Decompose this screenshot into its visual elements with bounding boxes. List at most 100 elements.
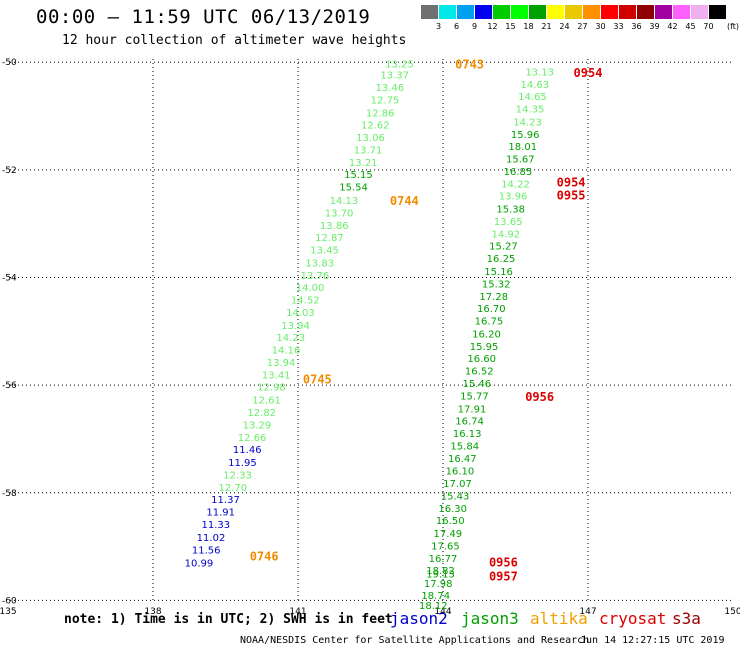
wave-height-point: 16.25 [487,254,516,265]
wave-height-point: 15.54 [339,183,368,194]
wave-height-point: 13.13 [525,67,554,78]
y-tick-label: -54 [2,273,17,283]
color-scale-label: 21 [541,22,552,31]
wave-height-point: 14.23 [276,333,305,344]
legend-altika: altika [530,609,588,628]
color-scale-label: 6 [453,22,460,31]
time-annotation: 0955 [557,189,586,203]
color-scale-label: 15 [505,22,516,31]
wave-height-point: 14.52 [291,296,320,307]
wave-height-point: 18.74 [421,591,450,602]
color-swatch [673,5,690,19]
wave-height-point: 16.30 [438,504,467,515]
wave-height-point: 14.35 [516,105,545,116]
wave-height-point: 16.70 [477,304,506,315]
color-swatch [655,5,672,19]
color-scale-label: 36 [631,22,642,31]
wave-height-point: 11.37 [211,495,240,506]
wave-height-point: 14.13 [330,196,359,207]
time-annotation: 0957 [489,570,518,584]
wave-height-point: 14.92 [492,229,521,240]
wave-height-point: 17.98 [424,579,453,590]
wave-height-point: 18.12 [419,601,448,612]
wave-height-point: 17.49 [434,529,463,540]
wave-height-point: 13.71 [354,145,383,156]
wave-height-point: 16.75 [475,317,504,328]
color-swatch [565,5,582,19]
chart-title: 00:00 – 11:59 UTC 06/13/2019 [36,6,371,28]
chart-subtitle: 12 hour collection of altimeter wave hei… [62,33,407,48]
time-annotation: 0746 [250,550,279,564]
legend-cryosat: cryosat [599,609,667,628]
wave-height-point: 14.03 [286,308,315,319]
time-annotation: 0954 [557,176,586,190]
color-swatch [493,5,510,19]
wave-height-point: 13.83 [305,258,334,269]
wave-height-point: 15.96 [511,130,540,141]
wave-height-point: 16.20 [472,329,501,340]
y-tick-label: -56 [2,381,17,391]
color-swatch [529,5,546,19]
color-scale-label: 3 [435,22,442,31]
wave-height-point: 18.82 [426,566,455,577]
note-text: note: 1) Time is in UTC; 2) SWH is in fe… [64,612,393,627]
y-tick-label: -58 [2,489,17,499]
time-annotation: 0745 [303,373,332,387]
color-swatch [583,5,600,19]
wave-height-point: 10.99 [185,559,214,570]
y-tick-label: -60 [2,596,17,606]
wave-height-point: 11.33 [202,520,231,531]
wave-height-point: 13.06 [356,133,385,144]
x-tick-label: 144 [434,607,451,617]
wave-height-point: 15.77 [460,391,489,402]
wave-height-point: 15.84 [450,441,479,452]
wave-height-point: 13.94 [267,358,296,369]
color-scale-label: 27 [577,22,588,31]
wave-height-point: 12.82 [247,408,276,419]
wave-height-point: 18.01 [508,142,537,153]
wave-height-point: 12.86 [366,108,395,119]
wave-height-point: 13.70 [325,208,354,219]
color-scale-label: 70 [703,22,714,31]
color-swatch [457,5,474,19]
color-scale-label: 24 [559,22,570,31]
wave-height-point: 13.76 [301,271,330,282]
wave-height-point: 16.77 [429,554,458,565]
color-swatch [439,5,456,19]
wave-height-point: 12.61 [252,396,281,407]
wave-height-point: 15.16 [484,267,513,278]
wave-height-point: 16.50 [436,516,465,527]
timestamp-text: Jun 14 12:27:15 UTC 2019 [580,635,725,646]
legend-s3a: s3a [672,609,701,628]
wave-height-point: 13.96 [499,192,528,203]
wave-height-point: 12.87 [315,233,344,244]
wave-height-point: 13.86 [320,221,349,232]
x-tick-label: 147 [579,607,596,617]
x-tick-label: 135 [0,607,17,617]
wave-height-point: 17.28 [479,292,508,303]
wave-height-point: 13.21 [349,158,378,169]
color-swatch [421,5,438,19]
x-tick-label: 141 [289,607,306,617]
wave-height-point: 11.56 [192,545,221,556]
wave-height-point: 14.65 [518,92,547,103]
wave-height-point: 11.91 [206,508,235,519]
wave-height-point: 13.29 [243,420,272,431]
color-swatch [601,5,618,19]
wave-height-point: 14.63 [521,80,550,91]
wave-height-point: 15.27 [489,242,518,253]
wave-height-point: 15.43 [441,491,470,502]
wave-height-point: 13.94 [281,321,310,332]
time-annotation: 0744 [390,194,419,208]
time-annotation: 0743 [455,57,484,71]
color-scale-label: 42 [667,22,678,31]
color-swatch [547,5,564,19]
wave-height-point: 11.95 [228,458,257,469]
credit-text: NOAA/NESDIS Center for Satellite Applica… [240,635,590,646]
wave-height-point: 12.75 [371,95,400,106]
y-tick-label: -50 [2,58,17,68]
wave-height-point: 12.98 [257,383,286,394]
color-scale-label: 12 [487,22,498,31]
wave-height-point: 13.37 [380,71,409,82]
